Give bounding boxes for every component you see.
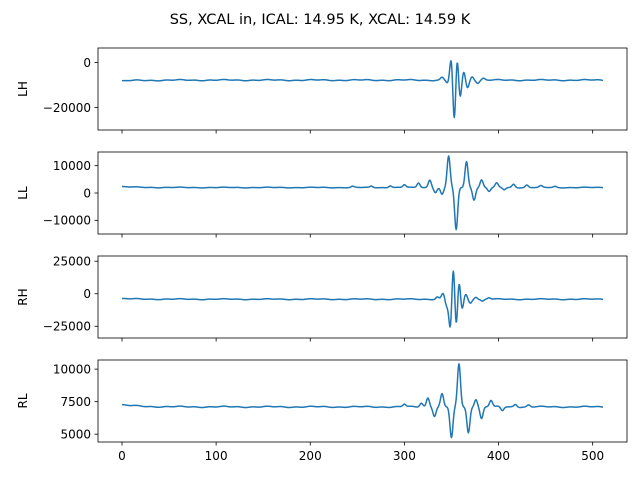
y-tick-label: 0: [83, 287, 91, 301]
y-tick-label: −25000: [43, 320, 91, 334]
x-tick-label: 300: [393, 449, 416, 463]
subplot-stack: 0 −20000 LH 10000 0 −10000 LL 25000 0 −25000 RH 100…: [16, 47, 628, 463]
y-axis-label: RH: [16, 288, 30, 305]
axes-frame: [97, 255, 628, 339]
y-tick-label: 0: [83, 56, 91, 70]
axes-frame: [97, 47, 628, 131]
series-line-ll: [121, 155, 604, 231]
x-tick-label: 400: [487, 449, 510, 463]
subplot-ll: 10000 0 −10000 LL: [16, 151, 628, 238]
y-tick-label: −10000: [43, 214, 91, 228]
y-tick-label: 5000: [60, 427, 91, 441]
subplot-rh: 25000 0 −25000 RH: [16, 255, 628, 342]
x-tick-label: 0: [118, 449, 126, 463]
y-tick-label: 10000: [53, 362, 91, 376]
y-tick-label: 7500: [60, 395, 91, 409]
chart-title: SS, XCAL in, ICAL: 14.95 K, XCAL: 14.59 …: [170, 12, 471, 28]
x-tick-label: 500: [581, 449, 604, 463]
series-line-lh: [121, 60, 604, 119]
y-tick-label: 25000: [53, 255, 91, 269]
y-axis-label: RL: [16, 393, 30, 408]
subplot-lh: 0 −20000 LH: [16, 47, 628, 134]
x-tick-label: 200: [299, 449, 322, 463]
y-tick-label: 0: [83, 186, 91, 200]
subplot-rl: 10000 7500 5000 0 100 200 300 400 500 RL: [16, 359, 628, 463]
series-line-rl: [121, 363, 604, 439]
y-tick-label: −20000: [43, 101, 91, 115]
x-tick-label: 100: [205, 449, 228, 463]
y-axis-label: LH: [16, 81, 30, 97]
y-axis-label: LL: [16, 186, 30, 200]
y-tick-label: 10000: [53, 159, 91, 173]
axes-frame: [97, 359, 628, 443]
series-line-rh: [121, 270, 604, 328]
